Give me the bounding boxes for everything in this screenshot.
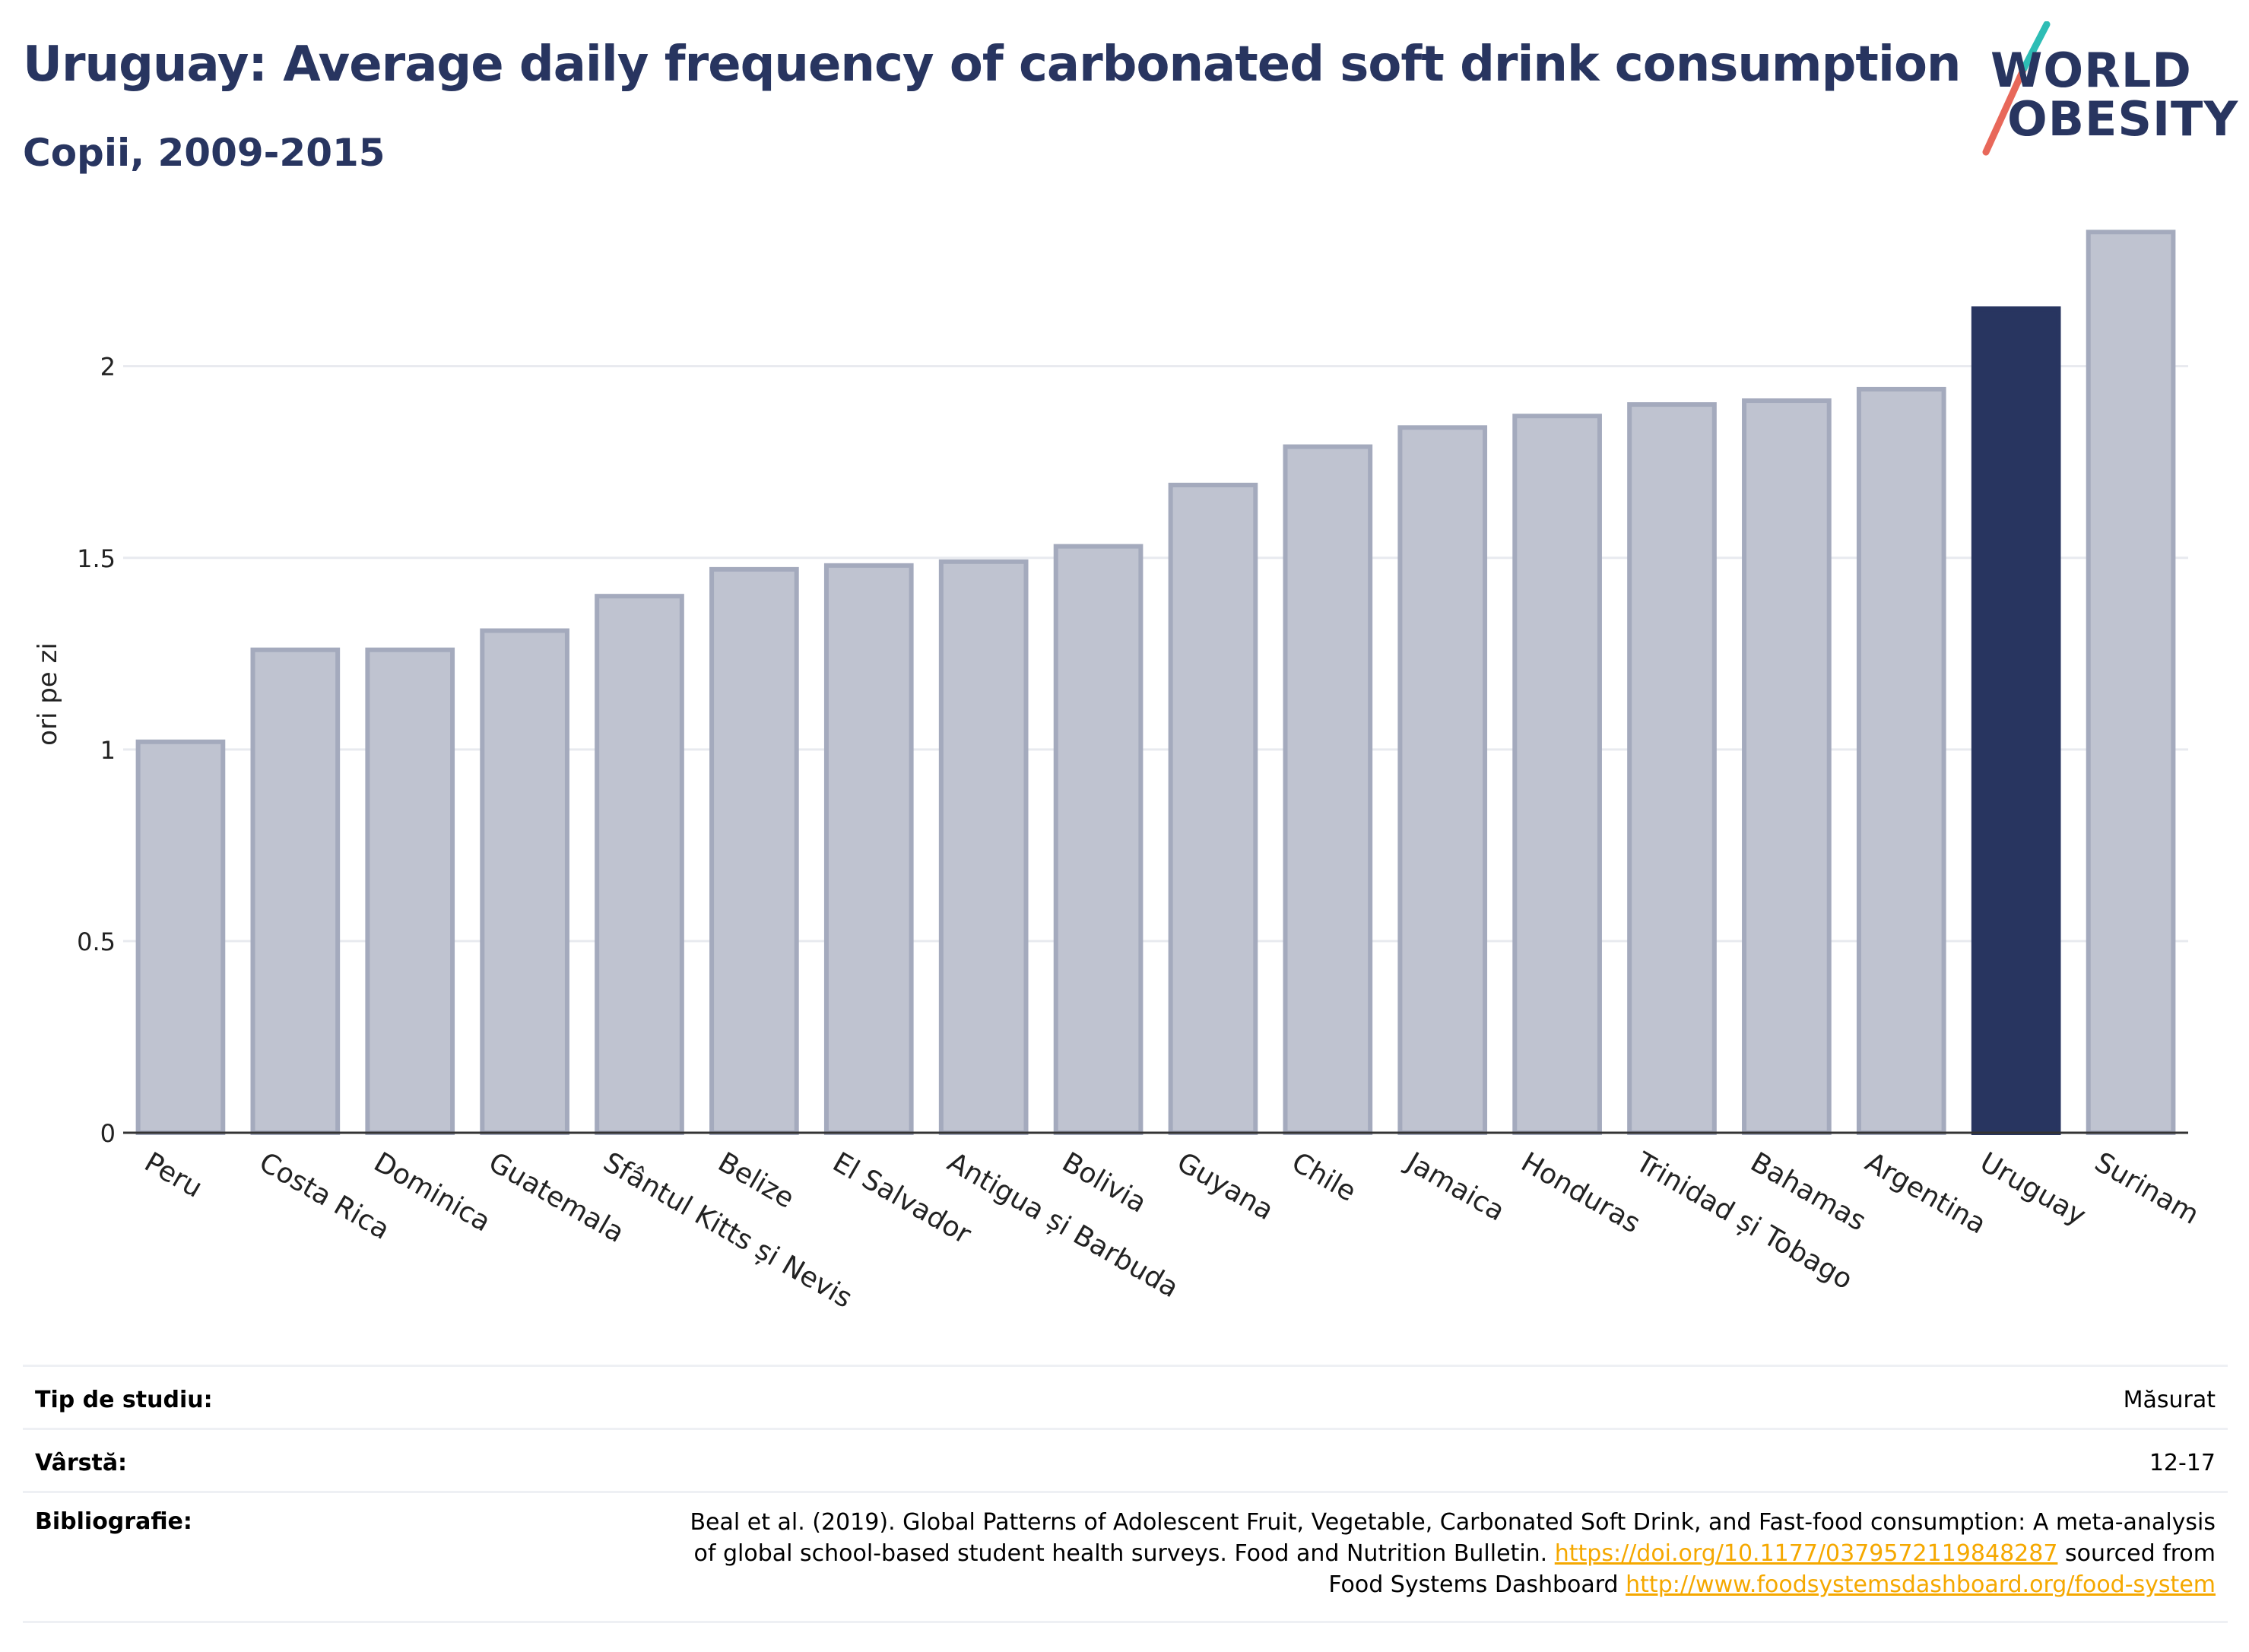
x-tick-label: Peru xyxy=(139,1146,208,1204)
chart-title: Uruguay: Average daily frequency of carb… xyxy=(23,36,1961,93)
bib-line-2-suffix: sourced from xyxy=(2064,1540,2216,1567)
bar-honduras xyxy=(1512,414,1602,1135)
x-tick-label: Uruguay xyxy=(1975,1146,2091,1232)
world-obesity-logo: WORLD OBESITY xyxy=(1977,21,2239,158)
bibliography-text: Beal et al. (2019). Global Patterns of A… xyxy=(467,1507,2216,1600)
y-tick-label: 1.5 xyxy=(77,544,116,573)
bib-line-2: of global school-based student health su… xyxy=(467,1538,2216,1569)
info-row-bibliography: Bibliografie: Beal et al. (2019). Global… xyxy=(23,1491,2228,1623)
bib-line-3: Food Systems Dashboard http://www.foodsy… xyxy=(467,1569,2216,1600)
food-systems-link[interactable]: http://www.foodsystemsdashboard.org/food… xyxy=(1626,1571,2216,1598)
x-tick-label: Surinam xyxy=(2089,1146,2204,1231)
bar-bahamas xyxy=(1742,398,1832,1135)
bar-guyana xyxy=(1168,482,1258,1135)
x-tick-label: Costa Rica xyxy=(254,1146,395,1246)
bar-costa-rica xyxy=(250,647,341,1135)
x-tick-label: Jamaica xyxy=(1400,1146,1510,1227)
info-row-age: Vârstă: 12-17 xyxy=(23,1428,2228,1492)
bar-belize xyxy=(709,566,799,1135)
bar-argentina xyxy=(1856,386,1946,1135)
bar-antigua-i-barbuda xyxy=(938,559,1029,1135)
bar-jamaica xyxy=(1397,425,1488,1135)
x-tick-label: Guyana xyxy=(1172,1146,1279,1226)
study-type-value: Măsurat xyxy=(2123,1387,2216,1413)
info-row-study-type: Tip de studiu: Măsurat xyxy=(23,1365,2228,1429)
y-tick-label: 0 xyxy=(100,1119,116,1148)
bibliography-label: Bibliografie: xyxy=(35,1508,192,1535)
bar-chile xyxy=(1283,444,1373,1135)
bib-line-2-text: of global school-based student health su… xyxy=(693,1540,1548,1567)
doi-link[interactable]: https://doi.org/10.1177/0379572119848287 xyxy=(1554,1540,2058,1567)
bar-guatemala xyxy=(480,628,569,1135)
study-type-label: Tip de studiu: xyxy=(35,1387,213,1413)
bar-chart: 00.511.52 Peru Costa RicaDominicaGuatemal… xyxy=(33,230,2204,1314)
logo-slash-icon xyxy=(1982,21,2051,156)
bib-line-3-text: Food Systems Dashboard xyxy=(1328,1571,1619,1598)
bars xyxy=(135,230,2176,1136)
logo-line-1: WORLD xyxy=(1990,43,2192,98)
bib-line-1: Beal et al. (2019). Global Patterns of A… xyxy=(690,1509,2216,1536)
bar-surinam xyxy=(2086,230,2176,1135)
chart-subtitle: Copii, 2009-2015 xyxy=(23,131,385,175)
bar-uruguay xyxy=(1971,306,2061,1136)
x-tick-label: Bolivia xyxy=(1057,1146,1152,1219)
bar-dominica xyxy=(365,647,455,1135)
bar-peru xyxy=(135,739,226,1135)
x-tick-label: Trinidad și Tobago xyxy=(1630,1146,1858,1296)
bar-el-salvador xyxy=(823,563,914,1135)
x-tick-label: Honduras xyxy=(1516,1146,1645,1239)
y-tick-label: 2 xyxy=(100,353,116,382)
x-tick-label: Belize xyxy=(712,1146,799,1214)
x-tick-label: Argentina xyxy=(1860,1146,1991,1240)
age-label: Vârstă: xyxy=(35,1450,128,1476)
bar-bolivia xyxy=(1053,544,1144,1135)
x-tick-label: Chile xyxy=(1286,1146,1362,1208)
bar-sf-ntul-kitts-i-nevis xyxy=(595,594,684,1135)
y-tick-label: 0.5 xyxy=(77,927,116,956)
y-tick-label: 1 xyxy=(100,736,116,765)
y-axis-ticks: 0 0.5 1 1.5 2 xyxy=(77,353,116,1148)
y-axis-label: ori pe zi xyxy=(33,642,63,746)
logo-line-2: OBESITY xyxy=(2007,91,2239,147)
grid-lines xyxy=(123,365,2188,943)
age-value: 12-17 xyxy=(2149,1450,2216,1476)
bar-trinidad-i-tobago xyxy=(1627,402,1717,1135)
